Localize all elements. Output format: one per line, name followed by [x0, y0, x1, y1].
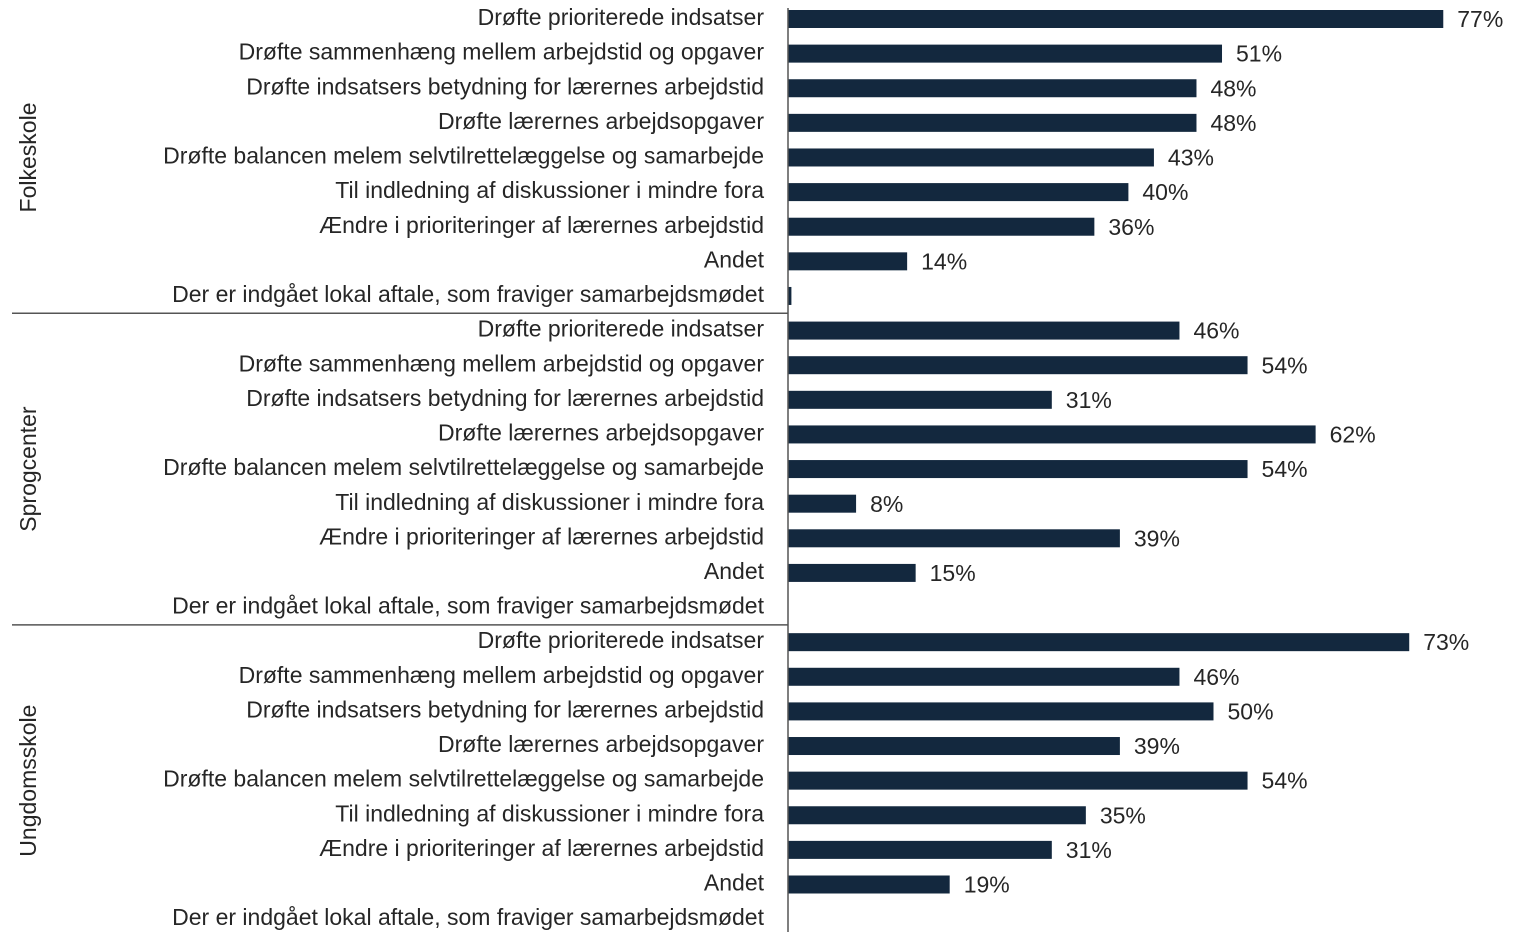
bar [788, 667, 1180, 686]
category-label: Drøfte sammenhæng mellem arbejdstid og o… [239, 662, 765, 688]
value-label: 73% [1423, 629, 1469, 655]
group-label: Folkeskole [15, 103, 41, 213]
group-label: Ungdomsskole [15, 705, 41, 857]
value-label: 46% [1193, 318, 1239, 344]
category-label: Ændre i prioriteringer af lærernes arbej… [319, 523, 764, 549]
bar [788, 183, 1129, 202]
category-label: Drøfte balancen melem selvtilrettelæggel… [163, 143, 764, 169]
bar [788, 563, 916, 582]
category-label: Drøfte lærernes arbejdsopgaver [438, 420, 764, 446]
bar [788, 425, 1316, 444]
value-label: 31% [1066, 387, 1112, 413]
value-label: 51% [1236, 41, 1282, 67]
bar [788, 460, 1248, 479]
category-label: Drøfte sammenhæng mellem arbejdstid og o… [239, 39, 765, 65]
bar [788, 737, 1120, 756]
category-label: Drøfte sammenhæng mellem arbejdstid og o… [239, 350, 765, 376]
bar [788, 79, 1197, 98]
value-label: 19% [964, 872, 1010, 898]
value-label: 54% [1262, 456, 1308, 482]
value-label: 8% [870, 491, 903, 517]
value-label: 40% [1142, 179, 1188, 205]
value-label: 50% [1228, 698, 1274, 724]
bar [788, 44, 1223, 63]
bar [788, 10, 1444, 28]
bar [788, 702, 1214, 721]
value-label: 35% [1100, 802, 1146, 828]
bar [788, 875, 950, 894]
category-label: Drøfte prioriterede indsatser [478, 627, 765, 653]
category-label: Drøfte prioriterede indsatser [478, 4, 765, 30]
category-label: Drøfte balancen melem selvtilrettelæggel… [163, 766, 764, 792]
bar [788, 529, 1120, 548]
bar [788, 771, 1248, 790]
value-label: 31% [1066, 837, 1112, 863]
category-label: Drøfte indsatsers betydning for lærernes… [246, 73, 764, 99]
bar [788, 633, 1410, 652]
value-label: 15% [930, 560, 976, 586]
bar [788, 806, 1086, 825]
category-label: Andet [704, 558, 765, 584]
value-label: 62% [1330, 422, 1376, 448]
value-label: 36% [1108, 214, 1154, 240]
bar [788, 321, 1180, 340]
bar [788, 840, 1052, 859]
bar [788, 356, 1248, 375]
value-label: 48% [1210, 75, 1256, 101]
value-label: 46% [1193, 664, 1239, 690]
category-label: Der er indgået lokal aftale, som fravige… [172, 904, 764, 930]
bar [788, 390, 1052, 409]
category-label: Andet [704, 870, 765, 896]
category-label: Drøfte balancen melem selvtilrettelæggel… [163, 454, 764, 480]
bar [788, 113, 1197, 132]
group-label: Sprogcenter [15, 406, 41, 532]
category-label: Drøfte lærernes arbejdsopgaver [438, 108, 764, 134]
category-label: Til indledning af diskussioner i mindre … [335, 489, 764, 515]
bar [788, 286, 792, 305]
bar [788, 494, 857, 513]
category-label: Drøfte lærernes arbejdsopgaver [438, 731, 764, 757]
category-label: Ændre i prioriteringer af lærernes arbej… [319, 835, 764, 861]
value-label: 39% [1134, 733, 1180, 759]
bar [788, 148, 1154, 167]
category-label: Til indledning af diskussioner i mindre … [335, 800, 764, 826]
value-label: 54% [1262, 768, 1308, 794]
category-label: Der er indgået lokal aftale, som fravige… [172, 281, 764, 307]
category-label: Til indledning af diskussioner i mindre … [335, 177, 764, 203]
value-label: 39% [1134, 525, 1180, 551]
value-label: 43% [1168, 145, 1214, 171]
value-label: 48% [1210, 110, 1256, 136]
bar [788, 217, 1095, 236]
category-label: Der er indgået lokal aftale, som fravige… [172, 593, 764, 619]
value-label: 14% [921, 248, 967, 274]
category-label: Drøfte prioriterede indsatser [478, 316, 765, 342]
category-label: Andet [704, 246, 765, 272]
category-label: Ændre i prioriteringer af lærernes arbej… [319, 212, 764, 238]
value-label: 77% [1457, 6, 1503, 32]
value-label: 54% [1262, 352, 1308, 378]
bar [788, 252, 908, 271]
category-label: Drøfte indsatsers betydning for lærernes… [246, 385, 764, 411]
category-label: Drøfte indsatsers betydning for lærernes… [246, 696, 764, 722]
